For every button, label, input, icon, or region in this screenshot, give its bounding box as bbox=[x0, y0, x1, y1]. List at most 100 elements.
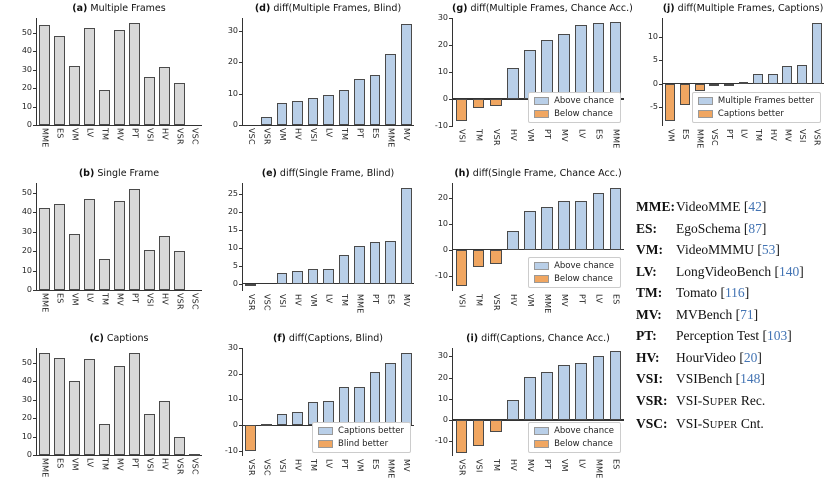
bar-c-LV bbox=[84, 359, 95, 455]
y-tick-mark-f-30 bbox=[239, 348, 243, 349]
y-tick-mark-g-10 bbox=[449, 72, 453, 73]
x-tick-label-a-VSC: VSC bbox=[190, 128, 200, 145]
y-tick-mark-c-0 bbox=[33, 455, 37, 456]
bench-legend-row-2: VM: VideoMMMU [53] bbox=[636, 239, 830, 261]
y-tick-label-h-10: 10 bbox=[437, 219, 448, 229]
bench-legend-row-1: ES: EgoSchema [87] bbox=[636, 218, 830, 240]
bar-e-ES bbox=[385, 240, 396, 284]
zero-axis-line-h bbox=[453, 249, 624, 251]
y-tick-label-j-5: 5 bbox=[652, 55, 658, 65]
bench-legend-row-6: PT: Perception Test [103] bbox=[636, 325, 830, 347]
plot-area-i: VSR VSI TM HV MV PT VM LV MME ES Above chance Below… bbox=[452, 348, 624, 478]
x-tick-label-f-PT: PT bbox=[340, 459, 350, 470]
x-tick-label-b-VSC: VSC bbox=[190, 293, 200, 310]
bar-j-VM bbox=[665, 83, 676, 122]
bar-c-ES bbox=[54, 358, 65, 455]
x-tick-label-d-TM: TM bbox=[340, 128, 350, 141]
bar-e-PT bbox=[369, 242, 381, 284]
y-tick-mark-b-40 bbox=[33, 212, 37, 214]
bar-b-VM bbox=[69, 233, 80, 290]
chart-diff-mf-captions: (j) diff(Multiple Frames, Captions) VM ES M… bbox=[632, 2, 828, 162]
bar-i-MV bbox=[524, 376, 536, 420]
y-tick-label-b-50: 50 bbox=[21, 187, 32, 197]
bench-abbr-10: VSC: bbox=[636, 416, 668, 431]
y-tick-mark-a-30 bbox=[33, 69, 37, 71]
y-tick-label-f--10: -10 bbox=[224, 445, 238, 455]
bench-abbr-7: HV: bbox=[636, 349, 660, 365]
citation-number-0: 42 bbox=[748, 199, 762, 214]
y-tick-mark-a-0 bbox=[33, 125, 37, 126]
chart-title-prefix-a: (a) bbox=[72, 3, 88, 14]
x-tick-label-h-TM: TM bbox=[474, 294, 484, 307]
y-tick-label-e-0: 0 bbox=[232, 278, 238, 288]
x-tick-label-i-HV: HV bbox=[508, 459, 518, 471]
bar-i-TM bbox=[489, 420, 502, 432]
x-tick-label-b-LV: LV bbox=[85, 293, 95, 303]
bar-d-MV bbox=[400, 24, 412, 125]
citation-number-1: 87 bbox=[748, 220, 762, 236]
x-tick-label-e-LV: LV bbox=[324, 294, 334, 304]
x-tick-label-c-MV: MV bbox=[115, 458, 125, 471]
bar-c-VSC bbox=[189, 454, 200, 457]
y-tick-mark-i-20 bbox=[449, 377, 453, 379]
y-tick-label-e-15: 15 bbox=[227, 224, 238, 234]
y-tick-label-b-10: 10 bbox=[21, 265, 32, 275]
x-tick-label-d-HV: HV bbox=[293, 128, 303, 140]
x-tick-label-c-HV: HV bbox=[160, 458, 170, 470]
bar-j-HV bbox=[767, 74, 778, 84]
bar-f-MME bbox=[385, 363, 396, 426]
x-tick-label-i-TM: TM bbox=[491, 459, 501, 472]
bar-f-MV bbox=[400, 353, 412, 426]
chart-title-h: (h) diff(Single Frame, Chance Acc.) bbox=[452, 168, 624, 179]
x-tick-label-a-MV: MV bbox=[115, 128, 125, 141]
bench-abbr-8: VSI: bbox=[636, 371, 664, 386]
y-tick-mark-f-10 bbox=[239, 399, 243, 401]
legend-label-g-1: Below chance bbox=[554, 109, 613, 119]
bench-name-8: VSIBench [148] bbox=[676, 371, 765, 386]
x-tick-label-h-VSR: VSR bbox=[491, 294, 501, 311]
zero-axis-line-e bbox=[243, 283, 414, 285]
y-tick-mark-b-20 bbox=[33, 251, 37, 253]
y-tick-mark-c-50 bbox=[33, 362, 37, 364]
legend-label-j-0: Multiple Frames better bbox=[717, 96, 814, 106]
legend-item-i-1: Below chance bbox=[534, 439, 614, 449]
bar-d-ES bbox=[369, 74, 381, 125]
citation-number-6: 103 bbox=[767, 328, 788, 343]
y-tick-mark-d-10 bbox=[239, 93, 243, 95]
bar-h-TM bbox=[472, 249, 485, 267]
y-tick-label-d-10: 10 bbox=[227, 88, 238, 98]
bar-h-VSI bbox=[455, 249, 468, 286]
y-tick-mark-a-20 bbox=[33, 88, 37, 90]
x-tick-label-f-VM: VM bbox=[355, 459, 365, 472]
legend-swatch-orange-j bbox=[697, 110, 713, 118]
bench-legend-row-10: VSC: VSI-SUPER Cnt. bbox=[636, 413, 830, 437]
x-tick-label-d-VM: VM bbox=[277, 128, 287, 141]
y-tick-mark-e-20 bbox=[239, 211, 243, 213]
bar-e-LV bbox=[323, 269, 334, 284]
chart-multiple-frames: (a) Multiple Frames MME ES VM LV TM MV PT VSI HV V… bbox=[6, 2, 206, 162]
bar-h-HV bbox=[507, 230, 519, 250]
y-tick-label-b-40: 40 bbox=[21, 207, 32, 217]
bar-h-ES bbox=[609, 188, 622, 250]
y-tick-mark-h-0 bbox=[449, 249, 453, 251]
bar-h-LV bbox=[592, 193, 605, 250]
bar-e-VSR bbox=[245, 283, 257, 286]
bar-j-LV bbox=[738, 82, 749, 85]
bar-d-VSR bbox=[261, 117, 272, 125]
y-tick-label-j-10: 10 bbox=[647, 31, 658, 41]
x-tick-label-c-PT: PT bbox=[130, 458, 140, 469]
y-tick-mark-c-20 bbox=[33, 418, 37, 420]
bench-legend-row-8: VSI: VSIBench [148] bbox=[636, 368, 830, 390]
bar-j-ES bbox=[679, 83, 690, 105]
chart-diff-captions-chance: (i) diff(Captions, Chance Acc.) VSR VSI TM H… bbox=[422, 332, 628, 492]
y-tick-mark-a-50 bbox=[33, 32, 37, 34]
y-tick-label-c-20: 20 bbox=[21, 413, 32, 423]
x-tick-label-j-VSI: VSI bbox=[798, 129, 808, 143]
legend-label-h-1: Below chance bbox=[554, 274, 613, 284]
y-tick-mark-c-10 bbox=[33, 436, 37, 438]
x-tick-label-j-VSC: VSC bbox=[710, 129, 720, 146]
y-tick-mark-c-30 bbox=[33, 399, 37, 401]
y-tick-mark-j-5 bbox=[659, 60, 663, 62]
x-tick-label-g-HV: HV bbox=[508, 129, 518, 141]
bench-name-2: VideoMMMU [53] bbox=[676, 242, 780, 257]
